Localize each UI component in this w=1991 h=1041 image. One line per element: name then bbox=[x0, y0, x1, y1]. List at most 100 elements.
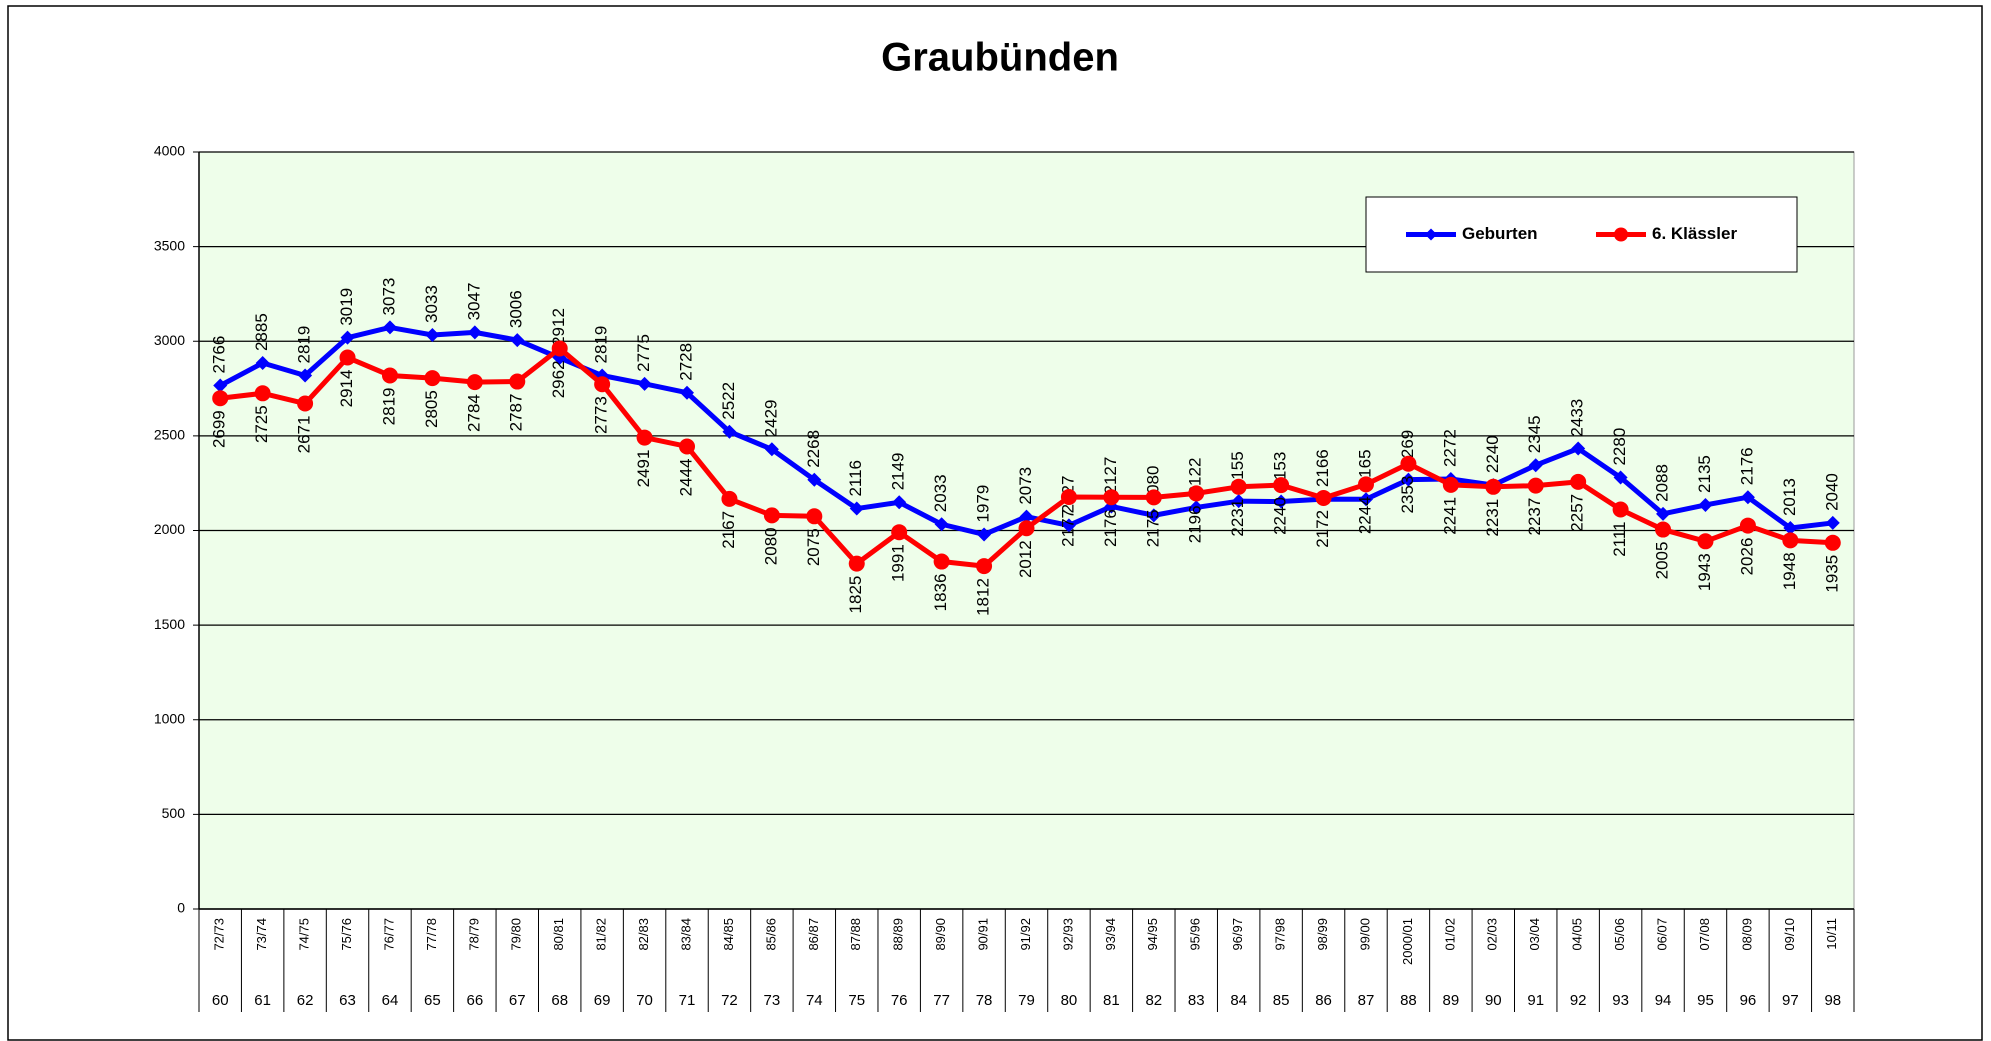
frame bbox=[7, 5, 1983, 1041]
x-secondary-label: 61 bbox=[254, 992, 271, 1009]
data-label: 2166 bbox=[1313, 449, 1332, 487]
x-tick-label: 91/92 bbox=[1018, 918, 1033, 951]
data-label: 2005 bbox=[1653, 542, 1672, 580]
marker bbox=[1571, 441, 1586, 456]
marker bbox=[510, 333, 525, 348]
data-label: 2433 bbox=[1568, 399, 1587, 437]
x-secondary-label: 91 bbox=[1527, 992, 1544, 1009]
marker bbox=[254, 385, 271, 402]
marker bbox=[1825, 515, 1840, 530]
marker bbox=[1655, 521, 1672, 538]
data-label: 2728 bbox=[676, 343, 695, 381]
marker bbox=[1527, 477, 1544, 494]
legend-label: 6. Klässler bbox=[1652, 224, 1737, 243]
marker bbox=[1824, 534, 1841, 551]
x-tick-label: 10/11 bbox=[1824, 918, 1839, 950]
data-label: 2122 bbox=[1186, 458, 1205, 496]
marker bbox=[1061, 518, 1076, 533]
marker bbox=[1401, 472, 1416, 487]
data-label: 3019 bbox=[337, 288, 356, 326]
marker bbox=[1189, 500, 1204, 515]
y-tick-label: 2000 bbox=[154, 521, 185, 537]
marker bbox=[298, 368, 313, 383]
data-label: 2088 bbox=[1653, 464, 1672, 502]
x-secondary-label: 62 bbox=[297, 992, 314, 1009]
x-tick-label: 95/96 bbox=[1188, 918, 1203, 951]
legend-label: Geburten bbox=[1462, 224, 1538, 243]
marker bbox=[679, 438, 696, 455]
marker bbox=[551, 340, 568, 357]
x-tick-label: 74/75 bbox=[297, 918, 312, 951]
marker bbox=[806, 508, 823, 525]
data-label: 2353 bbox=[1398, 476, 1417, 514]
marker bbox=[848, 555, 865, 572]
marker bbox=[339, 349, 356, 366]
data-label: 2026 bbox=[1737, 538, 1756, 576]
x-secondary-label: 98 bbox=[1824, 992, 1841, 1009]
data-label: 2033 bbox=[931, 474, 950, 512]
x-secondary-label: 71 bbox=[679, 992, 696, 1009]
marker bbox=[1315, 489, 1332, 506]
marker bbox=[680, 385, 695, 400]
x-secondary-label: 60 bbox=[212, 992, 229, 1009]
x-tick-label: 99/00 bbox=[1357, 918, 1372, 951]
marker bbox=[1274, 494, 1289, 509]
data-label: 2116 bbox=[846, 460, 865, 497]
x-secondary-label: 69 bbox=[594, 992, 611, 1009]
marker bbox=[1570, 473, 1587, 490]
x-tick-label: 92/93 bbox=[1060, 918, 1075, 951]
marker bbox=[1103, 489, 1120, 506]
marker bbox=[1273, 477, 1290, 494]
x-secondary-label: 65 bbox=[424, 992, 441, 1009]
data-label: 2345 bbox=[1525, 415, 1544, 453]
data-label: 2167 bbox=[719, 511, 738, 549]
x-tick-label: 83/84 bbox=[678, 918, 693, 951]
marker bbox=[763, 507, 780, 524]
data-label: 2773 bbox=[592, 396, 611, 434]
marker bbox=[424, 370, 441, 387]
x-tick-label: 77/78 bbox=[424, 918, 439, 951]
marker bbox=[1019, 509, 1034, 524]
data-label: 3006 bbox=[507, 290, 526, 328]
x-tick-label: 94/95 bbox=[1145, 918, 1160, 951]
x-tick-label: 08/09 bbox=[1739, 918, 1754, 951]
data-label: 2176 bbox=[1101, 509, 1120, 547]
data-label: 2819 bbox=[592, 326, 611, 364]
data-label: 2149 bbox=[889, 452, 908, 490]
marker bbox=[255, 356, 270, 371]
marker bbox=[892, 495, 907, 510]
marker bbox=[976, 558, 993, 575]
data-label: 2775 bbox=[634, 334, 653, 372]
x-tick-label: 85/86 bbox=[763, 918, 778, 951]
data-label: 3047 bbox=[464, 283, 483, 321]
marker bbox=[721, 490, 738, 507]
data-label: 2819 bbox=[295, 326, 314, 364]
x-secondary-label: 77 bbox=[933, 992, 950, 1009]
data-label: 2885 bbox=[252, 313, 271, 351]
marker bbox=[425, 328, 440, 343]
data-label: 2237 bbox=[1525, 498, 1544, 536]
data-label: 2914 bbox=[337, 370, 356, 408]
marker bbox=[594, 376, 611, 393]
x-tick-label: 81/82 bbox=[594, 918, 609, 951]
x-secondary-label: 96 bbox=[1740, 992, 1757, 1009]
marker bbox=[467, 325, 482, 340]
x-tick-label: 98/99 bbox=[1315, 918, 1330, 951]
x-tick-label: 79/80 bbox=[509, 918, 524, 951]
data-label: 1935 bbox=[1822, 555, 1841, 593]
marker bbox=[509, 373, 526, 390]
marker bbox=[849, 501, 864, 516]
x-tick-label: 89/90 bbox=[933, 918, 948, 951]
y-tick-label: 3500 bbox=[154, 237, 185, 253]
x-tick-label: 2000/01 bbox=[1400, 918, 1415, 965]
x-secondary-label: 86 bbox=[1315, 992, 1332, 1009]
x-tick-label: 04/05 bbox=[1570, 918, 1585, 951]
x-tick-label: 97/98 bbox=[1273, 918, 1288, 951]
y-tick-label: 2500 bbox=[154, 427, 185, 443]
x-secondary-label: 82 bbox=[1145, 992, 1162, 1009]
x-secondary-label: 81 bbox=[1103, 992, 1120, 1009]
x-tick-label: 90/91 bbox=[976, 918, 991, 951]
x-tick-label: 01/02 bbox=[1442, 918, 1457, 951]
marker bbox=[1060, 489, 1077, 506]
